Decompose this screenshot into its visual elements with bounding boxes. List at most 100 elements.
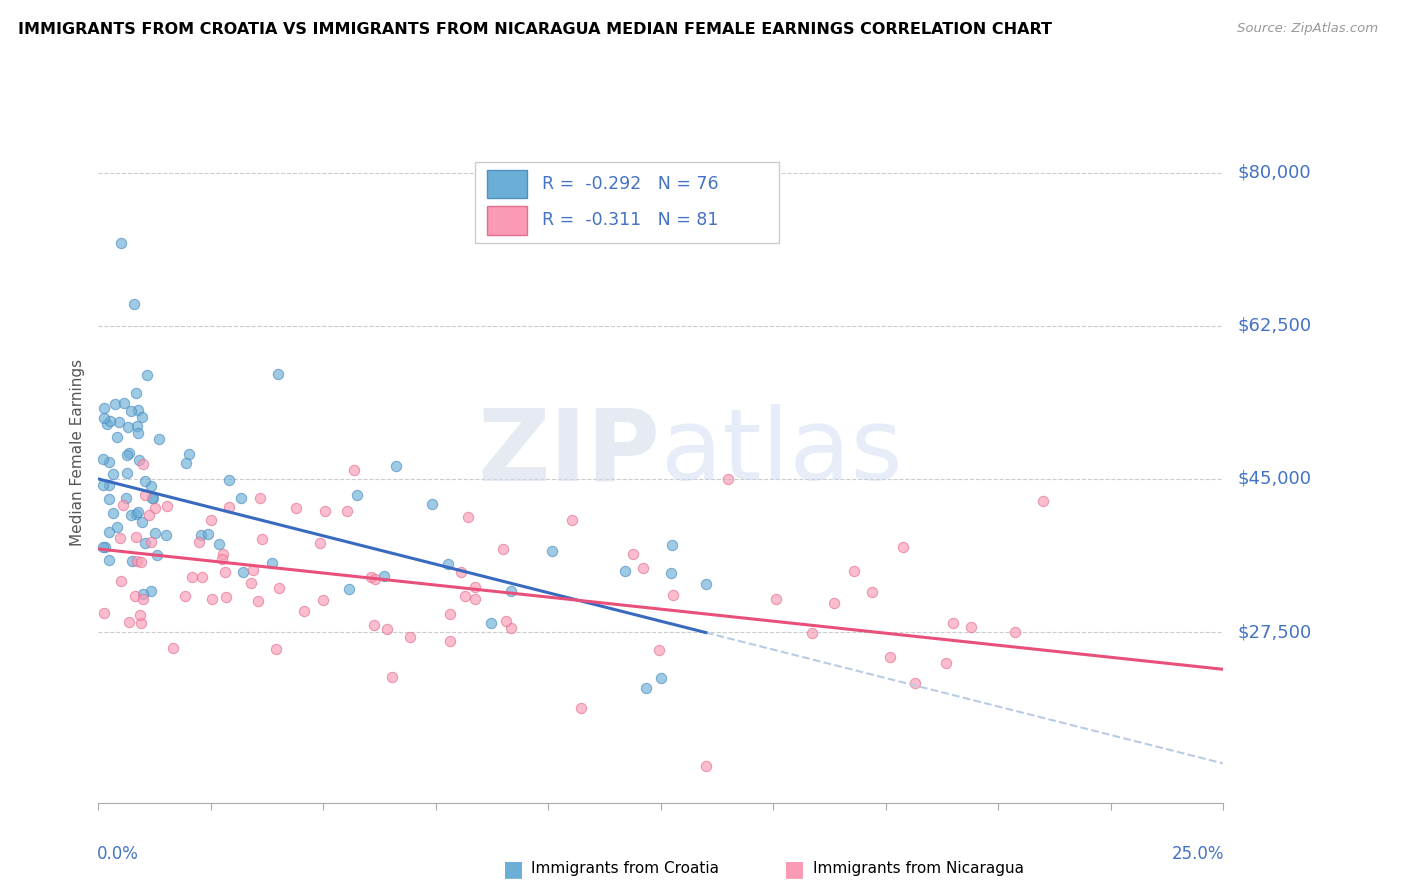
Point — [125, 507, 148, 521]
Point — [93, 401, 115, 416]
Point — [659, 566, 682, 580]
Point — [115, 448, 138, 462]
Point — [125, 419, 148, 434]
Point — [131, 515, 153, 529]
Point — [492, 541, 515, 556]
Point — [211, 552, 233, 566]
Point — [120, 508, 142, 523]
Text: atlas: atlas — [661, 404, 903, 501]
Point — [308, 536, 330, 550]
Point — [187, 534, 209, 549]
Point — [174, 590, 197, 604]
Point — [439, 634, 461, 648]
Point — [614, 564, 637, 578]
Point — [118, 615, 141, 629]
Point — [107, 415, 129, 429]
Point — [648, 643, 671, 657]
Point — [218, 473, 240, 487]
Point — [464, 580, 486, 594]
Point — [479, 615, 502, 630]
Point — [145, 548, 167, 562]
Y-axis label: Median Female Earnings: Median Female Earnings — [70, 359, 86, 546]
Point — [267, 367, 290, 381]
Point — [112, 498, 135, 512]
Point — [131, 592, 153, 607]
Point — [267, 581, 290, 595]
Point — [495, 614, 517, 628]
Text: ZIP: ZIP — [478, 404, 661, 501]
Point — [134, 536, 156, 550]
Point — [112, 395, 135, 409]
Point — [232, 565, 254, 579]
Point — [249, 491, 271, 505]
Text: $45,000: $45,000 — [1237, 470, 1312, 488]
Point — [129, 555, 152, 569]
Point — [127, 505, 149, 519]
Point — [121, 554, 143, 568]
Point — [337, 582, 360, 596]
Text: $27,500: $27,500 — [1237, 624, 1312, 641]
Point — [96, 417, 118, 432]
Point — [105, 520, 128, 534]
Point — [110, 235, 132, 250]
Point — [132, 457, 155, 471]
Point — [935, 657, 957, 671]
Point — [214, 565, 236, 579]
Point — [454, 589, 477, 603]
Point — [904, 675, 927, 690]
Point — [190, 528, 212, 542]
Point — [91, 478, 114, 492]
Point — [252, 533, 274, 547]
Point — [662, 589, 685, 603]
Point — [860, 584, 883, 599]
Point — [823, 596, 845, 610]
Point — [128, 453, 150, 467]
Point — [148, 432, 170, 446]
Point — [1004, 625, 1026, 640]
Point — [141, 534, 163, 549]
Point — [155, 527, 177, 541]
Text: Source: ZipAtlas.com: Source: ZipAtlas.com — [1237, 22, 1378, 36]
Point — [631, 561, 654, 575]
Point — [292, 604, 315, 618]
Point — [844, 565, 866, 579]
Point — [960, 620, 983, 634]
Point — [174, 456, 197, 470]
Point — [561, 513, 583, 527]
Point — [98, 414, 121, 428]
Point — [141, 583, 163, 598]
Point — [717, 472, 740, 486]
Point — [125, 385, 148, 400]
Point — [142, 491, 165, 506]
Point — [127, 403, 149, 417]
Text: $62,500: $62,500 — [1237, 317, 1312, 334]
Point — [891, 540, 914, 554]
Point — [650, 671, 672, 685]
Point — [1032, 493, 1054, 508]
Text: Immigrants from Nicaragua: Immigrants from Nicaragua — [813, 862, 1024, 876]
Point — [93, 607, 115, 621]
Text: IMMIGRANTS FROM CROATIA VS IMMIGRANTS FROM NICARAGUA MEDIAN FEMALE EARNINGS CORR: IMMIGRANTS FROM CROATIA VS IMMIGRANTS FR… — [18, 22, 1052, 37]
Point — [127, 426, 149, 441]
Point — [457, 509, 479, 524]
Point — [661, 538, 683, 552]
Point — [131, 587, 153, 601]
Point — [363, 572, 385, 586]
Point — [141, 491, 163, 506]
Point — [108, 531, 131, 545]
Point — [128, 607, 150, 622]
Point — [98, 553, 121, 567]
Point — [501, 622, 523, 636]
Point — [381, 670, 404, 684]
Point — [191, 570, 214, 584]
Point — [208, 537, 231, 551]
Point — [211, 547, 233, 561]
Point — [264, 641, 287, 656]
Point — [765, 591, 787, 606]
Point — [201, 591, 224, 606]
Point — [284, 500, 307, 515]
Text: 25.0%: 25.0% — [1171, 845, 1225, 863]
Point — [942, 616, 965, 631]
Point — [800, 626, 823, 640]
Point — [91, 540, 114, 554]
